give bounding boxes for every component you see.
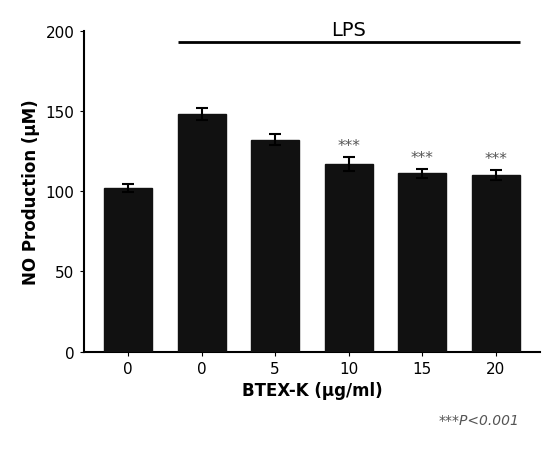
Bar — [325, 165, 373, 352]
X-axis label: BTEX-K (μg/ml): BTEX-K (μg/ml) — [242, 381, 382, 399]
Bar — [104, 189, 152, 352]
Text: ***P<0.001: ***P<0.001 — [439, 413, 520, 427]
Bar — [472, 176, 520, 352]
Bar — [178, 115, 226, 352]
Y-axis label: NO Production (μM): NO Production (μM) — [22, 99, 40, 284]
Text: ***: *** — [411, 150, 433, 165]
Bar — [398, 174, 446, 352]
Text: LPS: LPS — [331, 21, 366, 40]
Text: ***: *** — [484, 152, 507, 167]
Text: ***: *** — [337, 138, 360, 153]
Bar — [251, 140, 299, 352]
